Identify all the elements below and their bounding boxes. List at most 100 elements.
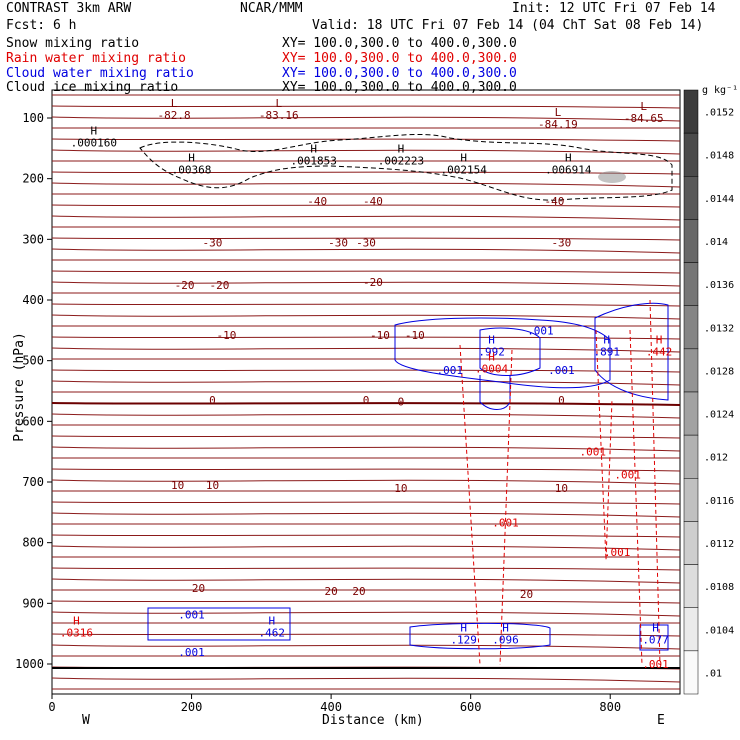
x-end-left: W [82,713,90,728]
y-tick-label: 800 [22,536,44,550]
colorbar-tick-label: .0152 [704,108,734,119]
cloud-water-contour-upper [394,317,611,389]
extremum-marker: H [460,622,467,635]
colorbar-segment [683,219,699,263]
extremum-marker: H [310,142,317,155]
extremum-value: .002154 [441,164,488,177]
extremum-marker: H [91,124,98,137]
temperature-contour-label: -10 [217,329,237,342]
extremum-value: .001853 [290,154,336,167]
colorbar-tick-label: .0112 [704,539,734,550]
colorbar-tick-label: .0132 [704,323,734,334]
temperature-contour-line [51,380,681,386]
rain-contour-5 [649,299,661,666]
temperature-contour-line [51,270,681,274]
x-tick-label: 200 [181,700,203,714]
extremum-value: .442 [646,346,673,359]
colorbar-segment [683,607,699,652]
extremum-marker: H [656,334,663,347]
extremum-value: .002223 [378,154,424,167]
mixing-ratio-label: .001 [178,646,205,659]
temperature-contour-label: -10 [370,329,390,342]
temperature-contour-label: 20 [520,588,533,601]
field-rain-name: Rain water mixing ratio [6,51,187,66]
colorbar-tick-label: .012 [704,453,728,464]
temperature-contour-line [51,413,681,419]
temperature-contour-line [51,578,681,584]
extremum-value: .077 [642,634,669,647]
temperature-contour-label: -40 [544,195,564,208]
field-snow-xy: XY= 100.0,300.0 to 400.0,300.0 [282,36,517,51]
mixing-ratio-label: .001 [604,546,631,559]
temperature-contour-line [51,402,681,406]
colorbar-segment [683,521,699,565]
temperature-contour-line [51,303,681,307]
colorbar-segment [683,478,699,522]
extremum-marker: H [73,614,80,627]
temperature-contour-line [51,534,681,538]
y-tick-label: 400 [22,293,44,307]
temperature-contour-line [51,644,681,650]
y-tick-label: 300 [22,232,44,246]
extremum-marker: L [555,106,562,119]
mixing-ratio-label: .001 [527,324,554,337]
colorbar-tick-label: .0128 [704,366,734,377]
x-tick-label: 600 [460,700,482,714]
temperature-contour-label: 0 [558,394,565,407]
extremum-marker: H [502,622,509,635]
temperature-contour-line [51,611,681,617]
temperature-contour-line [51,446,681,452]
temperature-contour-label: 20 [324,585,337,598]
temperature-contour-line [51,501,681,505]
temperature-contour-line [51,116,681,122]
extremum-value: .462 [259,626,286,639]
temperature-contour-label: 10 [394,482,407,495]
temperature-contour-line [51,248,681,254]
extremum-value: .000160 [71,136,117,149]
rain-contour-1 [459,344,481,666]
colorbar-tick-label: .0136 [704,280,734,291]
y-tick-label: 100 [22,111,44,125]
extremum-value: .096 [492,634,519,647]
temperature-contour-line [51,468,681,472]
temperature-contour-label: 0 [363,394,370,407]
temperature-contour-line [51,600,681,604]
contour-labels: -40 -40 -40 -30 -30 -30 -30 -20 -20 -20 -10 -10 -10 0… [60,97,672,671]
snow-max-shading [598,171,626,183]
colorbar-segment [683,89,699,134]
field-cloudice-name: Cloud ice mixing ratio [6,80,179,95]
temperature-contour-label: 10 [206,479,219,492]
colorbar-tick-label: .0104 [704,625,734,636]
extremum-marker: H [652,622,659,635]
colorbar-tick-label: .0144 [704,194,734,205]
y-tick-label: 1000 [15,657,44,671]
temperature-contour-label: -30 [356,236,376,249]
colorbar-segment [683,132,699,177]
temperature-contour-line [51,215,681,221]
extremum-marker: H [488,334,495,347]
extremum-marker: H [488,351,495,364]
extremum-marker: H [565,152,572,165]
temperature-contour-label: 0 [398,395,405,408]
temperature-contour-label: 10 [555,482,568,495]
temperature-contour-line [51,479,681,485]
extremum-value: -84.19 [538,118,578,131]
colorbar-segment [683,348,699,393]
org-label: NCAR/MMM [240,1,303,16]
colorbar-segment [683,176,699,220]
temperature-contour-line [51,545,681,551]
extremum-marker: L [171,97,178,110]
x-tick-label: 400 [320,700,342,714]
snow-contour [139,134,673,201]
temperature-contour-label: 0 [209,394,216,407]
colorbar-segment [683,305,699,350]
colorbar-tick-label: .01 [704,668,722,679]
field-cloudice-xy: XY= 100.0,300.0 to 400.0,300.0 [282,80,517,95]
extremum-marker: L [275,97,282,110]
colorbar-segment [683,650,699,695]
extremum-marker: H [188,152,195,165]
mixing-ratio-label: .001 [548,364,575,377]
forecast-hour: Fcst: 6 h [6,18,77,33]
